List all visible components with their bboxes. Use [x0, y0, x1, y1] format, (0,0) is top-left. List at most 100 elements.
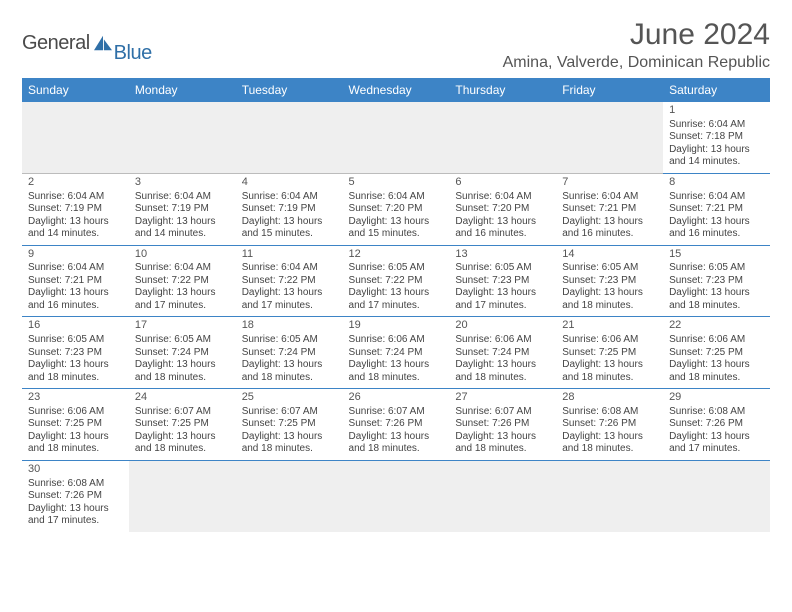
- sunset-text: Sunset: 7:26 PM: [669, 418, 764, 431]
- daylight-text: Daylight: 13 hours: [28, 503, 123, 516]
- sunset-text: Sunset: 7:19 PM: [242, 203, 337, 216]
- sunrise-text: Sunrise: 6:04 AM: [455, 191, 550, 204]
- calendar-cell: 13Sunrise: 6:05 AMSunset: 7:23 PMDayligh…: [449, 245, 556, 317]
- sunset-text: Sunset: 7:22 PM: [349, 275, 444, 288]
- daylight-text: and 18 minutes.: [242, 372, 337, 385]
- day-number: 24: [135, 391, 230, 405]
- calendar-cell: 19Sunrise: 6:06 AMSunset: 7:24 PMDayligh…: [343, 317, 450, 389]
- calendar-week-row: 2Sunrise: 6:04 AMSunset: 7:19 PMDaylight…: [22, 173, 770, 245]
- logo: General Blue: [22, 32, 152, 55]
- calendar-week-row: 30Sunrise: 6:08 AMSunset: 7:26 PMDayligh…: [22, 460, 770, 531]
- sunset-text: Sunset: 7:25 PM: [28, 418, 123, 431]
- daylight-text: and 18 minutes.: [28, 372, 123, 385]
- daylight-text: Daylight: 13 hours: [28, 216, 123, 229]
- day-number: 20: [455, 319, 550, 333]
- daylight-text: Daylight: 13 hours: [28, 359, 123, 372]
- sunrise-text: Sunrise: 6:04 AM: [349, 191, 444, 204]
- calendar-cell: 8Sunrise: 6:04 AMSunset: 7:21 PMDaylight…: [663, 173, 770, 245]
- sunrise-text: Sunrise: 6:07 AM: [349, 406, 444, 419]
- calendar-cell: 20Sunrise: 6:06 AMSunset: 7:24 PMDayligh…: [449, 317, 556, 389]
- day-number: 8: [669, 176, 764, 190]
- sunrise-text: Sunrise: 6:05 AM: [28, 334, 123, 347]
- daylight-text: and 17 minutes.: [349, 300, 444, 313]
- daylight-text: and 16 minutes.: [562, 228, 657, 241]
- sunset-text: Sunset: 7:21 PM: [28, 275, 123, 288]
- daylight-text: and 16 minutes.: [28, 300, 123, 313]
- logo-text-general: General: [22, 32, 90, 55]
- calendar-table: SundayMondayTuesdayWednesdayThursdayFrid…: [22, 78, 770, 532]
- sunrise-text: Sunrise: 6:08 AM: [562, 406, 657, 419]
- sunset-text: Sunset: 7:24 PM: [455, 347, 550, 360]
- month-title: June 2024: [503, 18, 770, 52]
- calendar-week-row: 1Sunrise: 6:04 AMSunset: 7:18 PMDaylight…: [22, 102, 770, 173]
- sunset-text: Sunset: 7:25 PM: [669, 347, 764, 360]
- daylight-text: and 14 minutes.: [135, 228, 230, 241]
- daylight-text: and 17 minutes.: [135, 300, 230, 313]
- calendar-cell: [129, 460, 236, 531]
- calendar-cell: [663, 460, 770, 531]
- day-number: 16: [28, 319, 123, 333]
- calendar-week-row: 9Sunrise: 6:04 AMSunset: 7:21 PMDaylight…: [22, 245, 770, 317]
- sunrise-text: Sunrise: 6:04 AM: [135, 191, 230, 204]
- daylight-text: Daylight: 13 hours: [135, 431, 230, 444]
- sunrise-text: Sunrise: 6:06 AM: [349, 334, 444, 347]
- daylight-text: and 18 minutes.: [455, 443, 550, 456]
- day-number: 2: [28, 176, 123, 190]
- daylight-text: and 18 minutes.: [135, 443, 230, 456]
- sunrise-text: Sunrise: 6:06 AM: [669, 334, 764, 347]
- sail-icon: [92, 34, 114, 52]
- weekday-header: Sunday: [22, 78, 129, 102]
- daylight-text: and 18 minutes.: [562, 300, 657, 313]
- sunrise-text: Sunrise: 6:04 AM: [28, 191, 123, 204]
- weekday-header: Saturday: [663, 78, 770, 102]
- daylight-text: Daylight: 13 hours: [135, 287, 230, 300]
- sunset-text: Sunset: 7:21 PM: [562, 203, 657, 216]
- weekday-header: Friday: [556, 78, 663, 102]
- weekday-header: Wednesday: [343, 78, 450, 102]
- daylight-text: Daylight: 13 hours: [669, 359, 764, 372]
- calendar-cell: 1Sunrise: 6:04 AMSunset: 7:18 PMDaylight…: [663, 102, 770, 173]
- day-number: 27: [455, 391, 550, 405]
- calendar-cell: 2Sunrise: 6:04 AMSunset: 7:19 PMDaylight…: [22, 173, 129, 245]
- sunset-text: Sunset: 7:19 PM: [28, 203, 123, 216]
- daylight-text: Daylight: 13 hours: [562, 359, 657, 372]
- day-number: 25: [242, 391, 337, 405]
- sunset-text: Sunset: 7:26 PM: [28, 490, 123, 503]
- sunset-text: Sunset: 7:25 PM: [242, 418, 337, 431]
- daylight-text: Daylight: 13 hours: [349, 287, 444, 300]
- day-number: 17: [135, 319, 230, 333]
- sunrise-text: Sunrise: 6:04 AM: [135, 262, 230, 275]
- calendar-cell: 21Sunrise: 6:06 AMSunset: 7:25 PMDayligh…: [556, 317, 663, 389]
- calendar-cell: 22Sunrise: 6:06 AMSunset: 7:25 PMDayligh…: [663, 317, 770, 389]
- calendar-cell: [556, 102, 663, 173]
- calendar-cell: 14Sunrise: 6:05 AMSunset: 7:23 PMDayligh…: [556, 245, 663, 317]
- daylight-text: Daylight: 13 hours: [135, 216, 230, 229]
- calendar-cell: 12Sunrise: 6:05 AMSunset: 7:22 PMDayligh…: [343, 245, 450, 317]
- day-number: 23: [28, 391, 123, 405]
- day-number: 18: [242, 319, 337, 333]
- calendar-cell: 29Sunrise: 6:08 AMSunset: 7:26 PMDayligh…: [663, 389, 770, 461]
- calendar-cell: 4Sunrise: 6:04 AMSunset: 7:19 PMDaylight…: [236, 173, 343, 245]
- daylight-text: Daylight: 13 hours: [455, 359, 550, 372]
- daylight-text: and 15 minutes.: [242, 228, 337, 241]
- calendar-cell: 16Sunrise: 6:05 AMSunset: 7:23 PMDayligh…: [22, 317, 129, 389]
- calendar-cell: 3Sunrise: 6:04 AMSunset: 7:19 PMDaylight…: [129, 173, 236, 245]
- daylight-text: Daylight: 13 hours: [562, 431, 657, 444]
- daylight-text: Daylight: 13 hours: [28, 287, 123, 300]
- sunset-text: Sunset: 7:26 PM: [562, 418, 657, 431]
- calendar-cell: [236, 102, 343, 173]
- calendar-cell: 17Sunrise: 6:05 AMSunset: 7:24 PMDayligh…: [129, 317, 236, 389]
- page-header: General Blue June 2024 Amina, Valverde, …: [22, 18, 770, 72]
- calendar-cell: 15Sunrise: 6:05 AMSunset: 7:23 PMDayligh…: [663, 245, 770, 317]
- sunset-text: Sunset: 7:23 PM: [669, 275, 764, 288]
- sunrise-text: Sunrise: 6:06 AM: [28, 406, 123, 419]
- sunrise-text: Sunrise: 6:07 AM: [135, 406, 230, 419]
- calendar-cell: 27Sunrise: 6:07 AMSunset: 7:26 PMDayligh…: [449, 389, 556, 461]
- calendar-cell: [556, 460, 663, 531]
- sunrise-text: Sunrise: 6:07 AM: [455, 406, 550, 419]
- sunset-text: Sunset: 7:23 PM: [28, 347, 123, 360]
- daylight-text: Daylight: 13 hours: [242, 216, 337, 229]
- day-number: 10: [135, 248, 230, 262]
- daylight-text: Daylight: 13 hours: [349, 359, 444, 372]
- location-text: Amina, Valverde, Dominican Republic: [503, 54, 770, 72]
